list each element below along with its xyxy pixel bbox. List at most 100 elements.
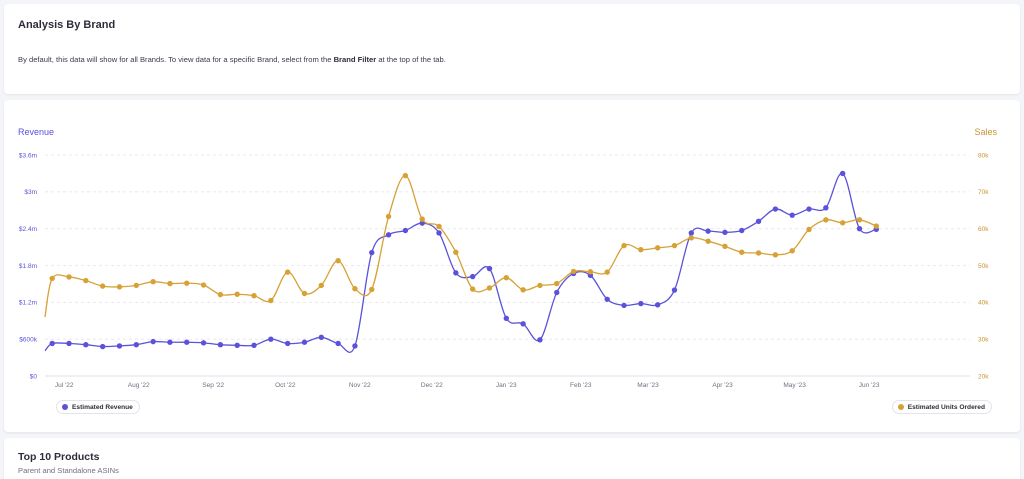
- revenue-data-point: [184, 339, 190, 345]
- units-legend-dot-icon: [897, 404, 904, 410]
- revenue-data-point: [705, 228, 711, 234]
- revenue-data-point: [638, 300, 644, 307]
- units-data-point: [772, 252, 779, 258]
- revenue-data-point: [469, 273, 476, 280]
- units-data-point: [469, 286, 476, 292]
- units-data-point: [587, 269, 594, 275]
- section-title: Analysis By Brand: [18, 19, 116, 31]
- y-left-tick-label: $600k: [19, 336, 37, 343]
- y-left-tick-label: $3m: [24, 189, 37, 196]
- x-tick-label: Mar '23: [637, 382, 659, 389]
- top-products-card: Top 10 Products Parent and Standalone AS…: [4, 438, 1020, 479]
- x-tick-label: Sep '22: [202, 382, 224, 389]
- legend-estimated-units-ordered[interactable]: Estimated Units Ordered: [891, 400, 992, 414]
- units-data-point: [839, 220, 846, 226]
- y-right-tick-label: 30k: [978, 336, 989, 343]
- units-data-point: [49, 275, 55, 282]
- revenue-data-point: [856, 225, 863, 232]
- units-data-point: [604, 269, 610, 275]
- x-tick-label: Jul '22: [55, 382, 74, 389]
- revenue-data-point: [49, 340, 55, 347]
- x-tick-label: Aug '22: [128, 382, 150, 389]
- revenue-sales-chart-card: $0 $600k $1.2m $1.8m $2.4m $3m $3.6m 20k 30k 40k 5…: [4, 100, 1020, 432]
- legend-estimated-revenue[interactable]: Estimated Revenue: [56, 400, 140, 414]
- x-tick-label: Feb '23: [570, 382, 592, 389]
- units-data-point: [554, 280, 560, 287]
- revenue-data-point: [486, 265, 493, 272]
- y-right-tick-label: 20k: [978, 373, 989, 380]
- x-tick-label: Apr '23: [712, 382, 733, 389]
- units-data-point: [570, 268, 577, 275]
- revenue-data-point: [402, 227, 409, 234]
- units-data-point: [234, 291, 240, 297]
- revenue-data-point: [284, 340, 291, 347]
- y-left-tick-label: $1.2m: [19, 300, 37, 307]
- units-data-point: [318, 282, 324, 289]
- section-description: By default, this data will show for all …: [18, 55, 446, 64]
- units-data-point: [453, 249, 459, 255]
- revenue-data-point: [116, 343, 123, 349]
- y-left-tick-label: $1.8m: [19, 263, 37, 270]
- units-data-point: [301, 290, 308, 297]
- revenue-data-point: [654, 302, 661, 308]
- revenue-data-point: [722, 229, 728, 236]
- revenue-data-point: [251, 342, 257, 349]
- units-data-point: [99, 283, 106, 289]
- y-right-axis-title: Sales: [974, 127, 997, 137]
- x-tick-label: Jun '23: [859, 382, 880, 389]
- revenue-data-point: [217, 341, 224, 348]
- units-data-point: [722, 243, 728, 250]
- revenue-data-point: [385, 232, 392, 238]
- legend-revenue-label: Estimated Revenue: [72, 403, 133, 411]
- revenue-data-point: [99, 343, 106, 350]
- revenue-data-point: [268, 336, 274, 342]
- x-tick-label: May '23: [783, 382, 806, 389]
- revenue-data-point: [369, 249, 375, 256]
- description-text-end: at the top of the tab.: [376, 55, 446, 64]
- units-data-point: [823, 217, 829, 223]
- units-data-point: [116, 284, 123, 290]
- units-data-point: [856, 217, 863, 223]
- units-data-point: [654, 245, 661, 251]
- units-series-line: [44, 174, 877, 318]
- revenue-data-point: [133, 341, 139, 348]
- revenue-data-point: [806, 206, 812, 212]
- y-right-tick-label: 50k: [978, 263, 989, 270]
- revenue-sales-chart: $0 $600k $1.2m $1.8m $2.4m $3m $3.6m 20k 30k 40k 5…: [18, 127, 997, 389]
- description-text: By default, this data will show for all …: [18, 55, 334, 64]
- revenue-data-point: [150, 338, 156, 345]
- units-data-point: [335, 258, 341, 264]
- revenue-data-point: [671, 287, 678, 293]
- revenue-data-point: [755, 218, 762, 224]
- x-tick-label: Jan '23: [496, 382, 517, 389]
- revenue-data-point: [83, 341, 89, 348]
- units-data-point: [671, 242, 678, 249]
- revenue-data-point: [554, 289, 560, 296]
- x-tick-label: Nov '22: [349, 382, 371, 389]
- revenue-legend-dot-icon: [62, 404, 68, 410]
- units-data-point: [133, 282, 139, 289]
- revenue-data-point: [520, 321, 526, 327]
- brand-filter-reference: Brand Filter: [333, 55, 377, 64]
- units-data-point: [150, 279, 156, 285]
- revenue-data-point: [419, 220, 425, 226]
- revenue-data-point: [839, 170, 846, 177]
- revenue-data-point: [537, 337, 543, 343]
- y-right-tick-label: 80k: [978, 152, 989, 159]
- top-products-subtitle: Parent and Standalone ASINs: [18, 466, 119, 475]
- revenue-data-point: [621, 302, 627, 309]
- revenue-data-point: [739, 227, 745, 234]
- revenue-data-point: [453, 270, 459, 276]
- units-data-point: [688, 235, 694, 241]
- units-data-point: [66, 274, 72, 280]
- revenue-data-point: [167, 339, 173, 345]
- units-data-point: [520, 287, 526, 293]
- units-data-point: [503, 274, 509, 281]
- units-data-point: [705, 238, 711, 244]
- revenue-data-point: [234, 342, 240, 349]
- top-products-title: Top 10 Products: [18, 451, 100, 463]
- revenue-data-point: [318, 334, 324, 341]
- units-data-point: [385, 213, 392, 220]
- units-data-point: [369, 286, 375, 293]
- units-data-point: [402, 172, 409, 179]
